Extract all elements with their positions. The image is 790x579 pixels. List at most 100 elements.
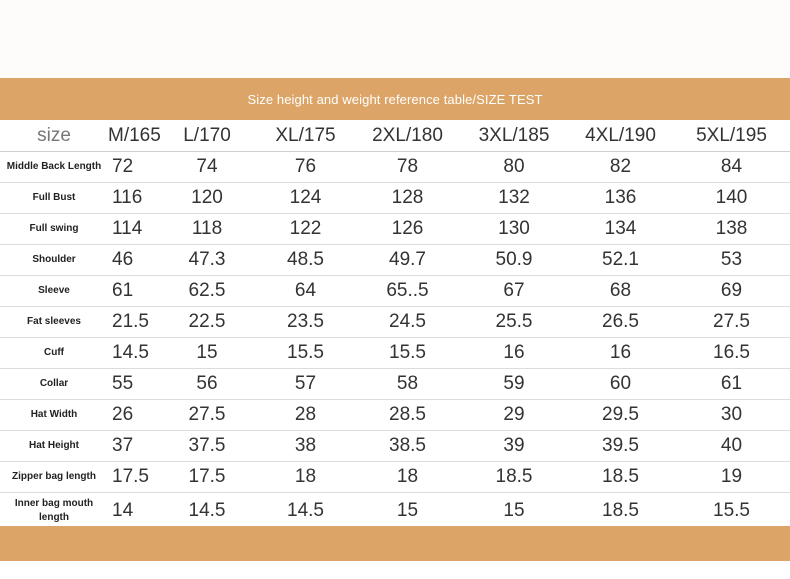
- table-cell: 29: [503, 404, 525, 425]
- table-cell: 28: [294, 404, 317, 425]
- table-row: Middle Back Length 72 74 76 78 80 82 84: [0, 152, 790, 183]
- size-header-cell: 2XL/180: [372, 124, 443, 146]
- table-cell: 57: [294, 373, 317, 394]
- table-cell: 116: [112, 187, 143, 208]
- footer-band: [0, 526, 790, 561]
- table-cell: 14.5: [287, 500, 324, 521]
- table-title: Size height and weight reference table/S…: [247, 91, 543, 107]
- table-cell: 27.5: [188, 404, 226, 425]
- size-header-cell: 4XL/190: [585, 124, 656, 146]
- table-cell: 37: [112, 435, 134, 456]
- table-cell: 22.5: [188, 311, 226, 332]
- table-cell: 67: [503, 280, 525, 301]
- table-cell: 17.5: [112, 466, 149, 487]
- bottom-blank-area: [0, 561, 790, 579]
- table-row: Full Bust 116 120 124 128 132 136 140: [0, 183, 790, 214]
- table-cell: 29.5: [602, 404, 639, 425]
- table-cell: 38: [294, 435, 317, 456]
- table-cell: 120: [191, 187, 223, 208]
- table-cell: 26.5: [602, 311, 639, 332]
- table-cell: 78: [396, 156, 419, 177]
- table-cell: 48.5: [287, 249, 324, 270]
- size-header-cell: 5XL/195: [696, 124, 767, 146]
- table-row: Hat Width 26 27.5 28 28.5 29 29.5 30: [0, 400, 790, 431]
- table-cell: 61: [720, 373, 743, 394]
- table-cell: 68: [609, 280, 632, 301]
- table-cell: 72: [112, 156, 134, 177]
- table-cell: 49.7: [389, 249, 426, 270]
- table-cell: 114: [112, 218, 143, 239]
- table-cell: 18.5: [602, 466, 639, 487]
- table-row: Inner bag mouth length 14 14.5 14.5 15 15 18.5…: [0, 493, 790, 529]
- table-cell: 24.5: [389, 311, 426, 332]
- table-cell: 15.5: [287, 342, 324, 363]
- table-cell: 69: [720, 280, 743, 301]
- table-row: Collar 55 56 57 58 59 60 61: [0, 369, 790, 400]
- table-cell: 82: [609, 156, 632, 177]
- table-cell: 58: [396, 373, 419, 394]
- table-cell: 134: [604, 218, 637, 239]
- table-cell: 62.5: [188, 280, 226, 301]
- table-row: Cuff 14.5 15 15.5 15.5 16 16 16.5: [0, 338, 790, 369]
- table-cell: 76: [294, 156, 317, 177]
- row-label: Cuff: [44, 347, 64, 358]
- table-body: Middle Back Length 72 74 76 78 80 82 84 Full Bus…: [0, 152, 790, 529]
- table-cell: 19: [720, 466, 743, 487]
- table-row: Hat Height 37 37.5 38 38.5 39 39.5 40: [0, 431, 790, 462]
- table-cell: 18: [396, 466, 419, 487]
- table-row: Zipper bag length 17.5 17.5 18 18 18.5 18.5 19: [0, 462, 790, 493]
- table-cell: 25.5: [495, 311, 533, 332]
- size-header-cell: 3XL/185: [478, 124, 550, 146]
- table-cell: 23.5: [287, 311, 324, 332]
- row-label: Middle Back Length: [6, 161, 102, 172]
- table-cell: 17.5: [188, 466, 226, 487]
- table-cell: 84: [720, 156, 743, 177]
- table-cell: 118: [191, 218, 223, 239]
- table-header-row: size M/165 L/170 XL/175 2XL/180 3XL/185 …: [0, 120, 790, 152]
- table-cell: 130: [498, 218, 530, 239]
- table-cell: 132: [498, 187, 530, 208]
- row-label: Full Bust: [32, 192, 76, 203]
- table-cell: 15: [503, 500, 525, 521]
- row-label: Full swing: [29, 223, 79, 234]
- table-cell: 26: [112, 404, 134, 425]
- table-cell: 14.5: [112, 342, 149, 363]
- table-cell: 37.5: [188, 435, 226, 456]
- table-cell: 16.5: [713, 342, 750, 363]
- table-cell: 64: [294, 280, 317, 301]
- row-label: Shoulder: [32, 254, 76, 265]
- size-table: size M/165 L/170 XL/175 2XL/180 3XL/185 …: [0, 120, 790, 529]
- size-header-cell: XL/175: [275, 124, 336, 146]
- table-cell: 18.5: [602, 500, 639, 521]
- table-cell: 15: [396, 500, 419, 521]
- table-cell: 138: [715, 218, 748, 239]
- table-cell: 14: [112, 500, 134, 521]
- row-label: Collar: [39, 378, 69, 389]
- table-cell: 59: [503, 373, 525, 394]
- table-cell: 21.5: [112, 311, 149, 332]
- table-cell: 122: [289, 218, 322, 239]
- table-cell: 27.5: [713, 311, 750, 332]
- table-cell: 16: [609, 342, 632, 363]
- table-cell: 15: [196, 342, 218, 363]
- table-cell: 46: [112, 249, 134, 270]
- row-label: Sleeve: [38, 285, 70, 296]
- row-label: Hat Height: [29, 440, 79, 451]
- table-cell: 61: [112, 280, 134, 301]
- table-cell: 74: [196, 156, 218, 177]
- table-cell: 128: [391, 187, 424, 208]
- table-cell: 40: [720, 435, 743, 456]
- table-row: Sleeve 61 62.5 64 65..5 67 68 69: [0, 276, 790, 307]
- table-row: Fat sleeves 21.5 22.5 23.5 24.5 25.5 26.5 27.5: [0, 307, 790, 338]
- table-cell: 15.5: [389, 342, 426, 363]
- table-row: Full swing 114 118 122 126 130 134 138: [0, 214, 790, 245]
- table-cell: 18.5: [495, 466, 533, 487]
- table-cell: 140: [715, 187, 748, 208]
- table-cell: 15.5: [713, 500, 750, 521]
- table-cell: 39: [503, 435, 525, 456]
- table-row: Shoulder 46 47.3 48.5 49.7 50.9 52.1 53: [0, 245, 790, 276]
- table-cell: 53: [720, 249, 743, 270]
- row-label: Inner bag mouth length: [14, 498, 94, 523]
- row-label: Zipper bag length: [12, 471, 96, 482]
- table-cell: 60: [609, 373, 632, 394]
